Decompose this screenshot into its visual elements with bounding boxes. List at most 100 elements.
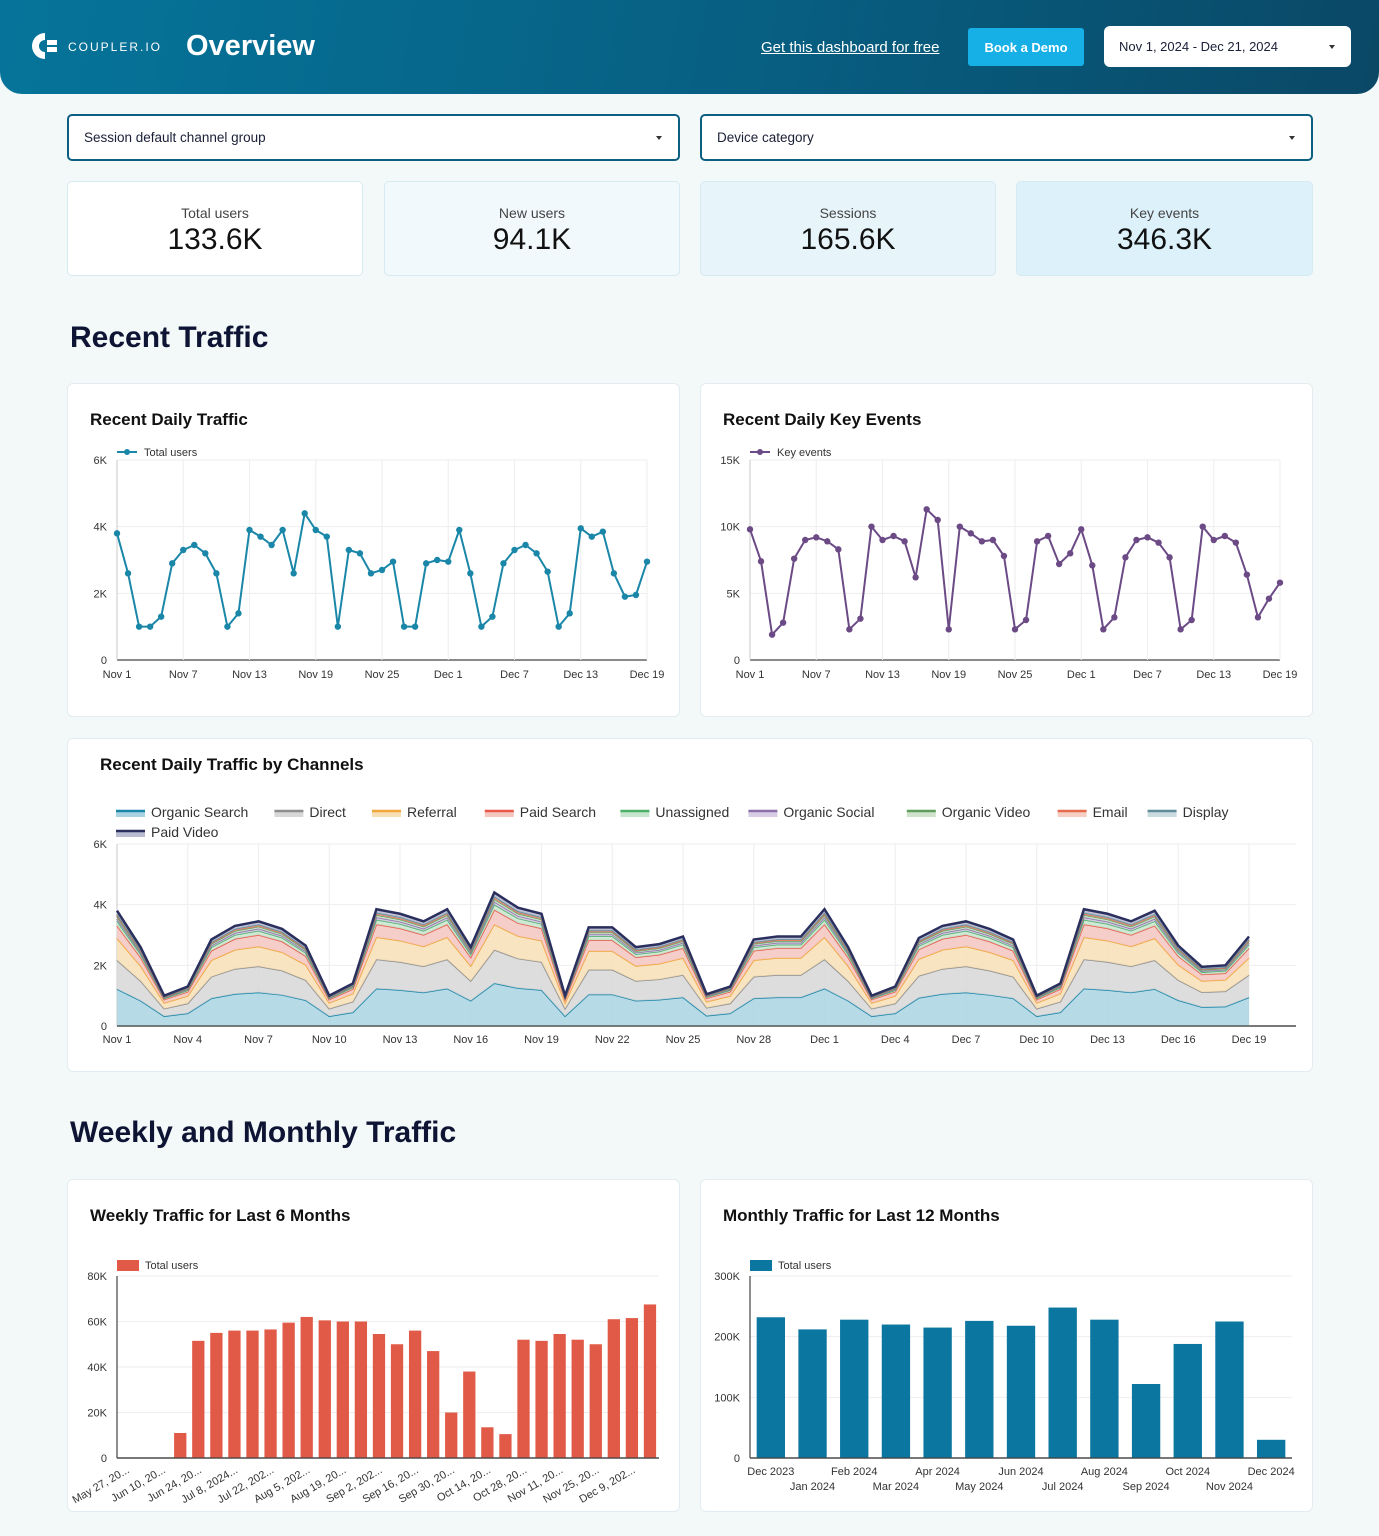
y-tick-label: 80K <box>87 1271 107 1283</box>
x-tick-label: Nov 25 <box>666 1034 701 1046</box>
y-tick-label: 60K <box>87 1317 107 1329</box>
data-point <box>813 534 820 541</box>
data-point <box>124 570 132 577</box>
data-point <box>757 558 765 565</box>
data-point <box>312 526 319 534</box>
x-tick-label: Jul 2024 <box>1042 1481 1084 1493</box>
legend-swatch-icon <box>906 811 936 817</box>
data-point <box>544 568 551 575</box>
kpi-total-users: Total users 133.6K <box>67 181 363 276</box>
device-category-filter[interactable]: Device category <box>700 114 1313 161</box>
data-point <box>890 532 897 540</box>
bar <box>300 1316 313 1458</box>
data-point <box>522 541 529 549</box>
data-point <box>802 536 809 544</box>
data-point <box>1144 534 1151 541</box>
x-tick-label: Dec 19 <box>630 669 665 681</box>
x-tick-label: Nov 2024 <box>1206 1481 1253 1493</box>
x-tick-label: Nov 19 <box>298 669 333 681</box>
channel-filter-label: Session default channel group <box>84 130 266 145</box>
data-point <box>445 558 452 565</box>
x-tick-label: Nov 7 <box>169 669 198 681</box>
x-tick-label: Dec 2023 <box>747 1466 794 1478</box>
data-point <box>356 550 364 557</box>
legend-label: Total users <box>778 1260 832 1272</box>
x-tick-label: Dec 7 <box>1133 669 1162 681</box>
recent-daily-traffic-card: Recent Daily Traffic 0 2K 4K 6K Nov 1 Nov 7 No… <box>67 383 680 717</box>
x-tick-label: Nov 10 <box>312 1034 347 1046</box>
x-tick-label: Dec 13 <box>563 669 598 681</box>
legend-marker-icon <box>124 449 130 455</box>
bar <box>445 1412 458 1458</box>
data-point <box>824 538 831 545</box>
data-point <box>857 615 864 622</box>
legend-marker-icon <box>757 449 763 455</box>
get-dashboard-link[interactable]: Get this dashboard for free <box>761 39 940 56</box>
x-tick-label: Nov 28 <box>736 1034 771 1046</box>
legend-label: Unassigned <box>655 804 729 820</box>
bar <box>481 1427 494 1458</box>
data-point <box>323 533 330 540</box>
bar <box>881 1324 911 1458</box>
data-point <box>1177 626 1184 633</box>
page-title: Overview <box>186 30 315 62</box>
legend-swatch-icon <box>274 811 304 817</box>
section-title-recent: Recent Traffic <box>70 321 269 354</box>
data-point <box>279 526 286 534</box>
bar <box>965 1320 994 1458</box>
data-point <box>400 623 408 630</box>
data-point <box>1155 539 1162 546</box>
data-point <box>191 541 198 549</box>
y-tick-label: 0 <box>101 1453 107 1465</box>
bar <box>1215 1321 1244 1458</box>
y-tick-label: 20K <box>87 1408 107 1420</box>
x-tick-label: May 2024 <box>955 1481 1003 1493</box>
bar <box>923 1327 952 1458</box>
bar <box>427 1351 440 1458</box>
y-tick-label: 40K <box>87 1362 107 1374</box>
data-point <box>945 626 952 633</box>
bar <box>463 1371 476 1458</box>
bar <box>228 1330 241 1458</box>
data-point <box>1078 526 1085 533</box>
bar <box>372 1334 386 1458</box>
bar <box>210 1332 223 1458</box>
bar <box>390 1344 404 1458</box>
data-point <box>301 510 308 517</box>
data-point <box>1232 539 1240 546</box>
data-point <box>1111 614 1118 621</box>
x-tick-label: Feb 2024 <box>831 1466 877 1478</box>
bar <box>571 1339 584 1458</box>
recent-daily-traffic-chart: 0 2K 4K 6K Nov 1 Nov 7 Nov 13 Nov 19 Nov 25 Dec 1… <box>94 447 665 681</box>
x-tick-label: Nov 7 <box>244 1034 273 1046</box>
x-tick-label: Jun 2024 <box>998 1466 1043 1478</box>
x-tick-label: Oct 2024 <box>1165 1466 1210 1478</box>
data-point <box>157 613 165 620</box>
x-tick-label: Dec 10 <box>1019 1034 1054 1046</box>
book-demo-button[interactable]: Book a Demo <box>968 28 1084 66</box>
weekly-traffic-card: Weekly Traffic for Last 6 Months 0 20K 40K… <box>67 1179 680 1512</box>
date-range-value: Nov 1, 2024 - Dec 21, 2024 <box>1119 39 1278 54</box>
caret-down-icon <box>1289 135 1295 140</box>
data-point <box>868 523 875 530</box>
y-tick-label: 2K <box>94 588 108 600</box>
y-tick-label: 200K <box>714 1332 740 1344</box>
x-tick-label: Nov 1 <box>736 669 765 681</box>
data-point <box>467 570 474 577</box>
chart-title: Monthly Traffic for Last 12 Months <box>723 1206 1000 1225</box>
data-point <box>1210 536 1217 544</box>
x-tick-label: Nov 13 <box>865 669 900 681</box>
data-point <box>610 570 618 577</box>
x-tick-label: Nov 25 <box>365 669 400 681</box>
bar <box>264 1329 277 1458</box>
data-point <box>224 623 231 630</box>
data-point <box>135 623 143 630</box>
chart-title: Weekly Traffic for Last 6 Months <box>90 1206 351 1225</box>
legend-swatch-icon <box>116 811 145 817</box>
data-point <box>1089 562 1096 569</box>
legend-label: Total users <box>145 1260 199 1272</box>
area-organic-search <box>117 983 1249 1026</box>
date-range-picker[interactable]: Nov 1, 2024 - Dec 21, 2024 <box>1104 26 1351 67</box>
bar <box>643 1304 657 1458</box>
channel-group-filter[interactable]: Session default channel group <box>67 114 680 161</box>
